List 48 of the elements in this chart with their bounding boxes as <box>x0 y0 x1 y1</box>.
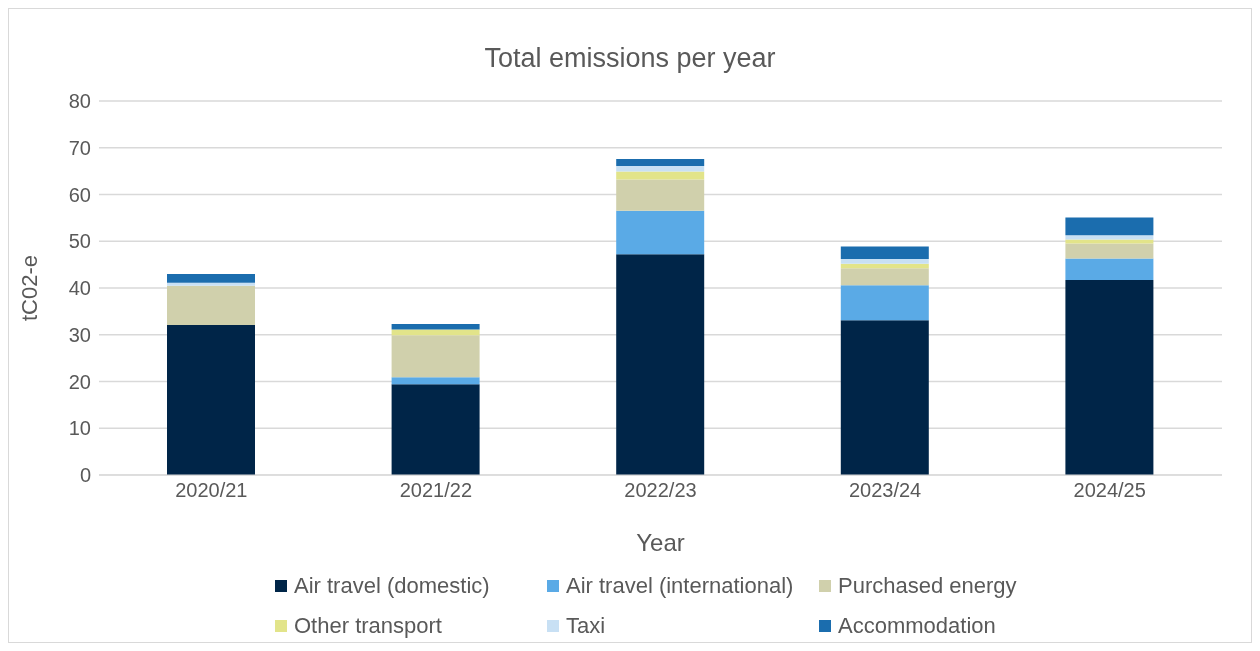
y-tick-label: 0 <box>79 464 91 487</box>
chart-title: Total emissions per year <box>483 43 777 74</box>
bar <box>840 246 929 260</box>
bar <box>1065 217 1154 236</box>
bar <box>616 165 705 172</box>
bar <box>616 158 705 166</box>
bar <box>840 268 929 286</box>
x-tick-label: 2021/22 <box>399 479 473 502</box>
legend-label: Accommodation <box>838 613 996 639</box>
y-tick-label: 50 <box>68 230 91 253</box>
bar <box>391 324 480 330</box>
bar <box>840 259 929 264</box>
bar <box>616 179 705 211</box>
y-tick-label: 10 <box>68 417 91 440</box>
bar <box>840 320 929 475</box>
y-tick-label: 60 <box>68 183 91 206</box>
bar <box>616 254 705 475</box>
legend-label: Other transport <box>294 613 442 639</box>
bar <box>1065 258 1154 281</box>
x-tick-label: 2024/25 <box>1073 479 1146 502</box>
y-axis-title: tC02-e <box>16 254 42 322</box>
bar <box>167 324 255 475</box>
y-tick-label: 70 <box>68 136 91 159</box>
bar <box>391 384 480 475</box>
bar <box>1065 280 1154 475</box>
bar <box>616 210 705 255</box>
x-tick-label: 2023/24 <box>848 479 922 502</box>
y-tick-label: 40 <box>68 277 91 300</box>
bar <box>167 273 255 283</box>
y-tick-label: 20 <box>68 370 91 393</box>
legend-label: Purchased energy <box>838 573 1017 599</box>
bar <box>1065 243 1154 259</box>
bar <box>1065 235 1154 240</box>
bar <box>167 285 255 325</box>
bar <box>391 377 480 385</box>
bar <box>616 171 705 180</box>
x-axis-title: Year <box>636 529 685 556</box>
legend-label: Air travel (domestic) <box>294 573 490 599</box>
bar <box>840 285 929 321</box>
x-tick-label: 2020/21 <box>175 479 248 502</box>
bar <box>1065 239 1154 244</box>
y-tick-label: 30 <box>68 323 91 346</box>
bar <box>391 335 480 378</box>
bar <box>167 282 255 286</box>
legend-label: Air travel (international) <box>566 573 794 599</box>
x-tick-label: 2022/23 <box>624 479 697 502</box>
y-tick-label: 80 <box>68 90 91 113</box>
legend-label: Taxi <box>566 613 606 639</box>
